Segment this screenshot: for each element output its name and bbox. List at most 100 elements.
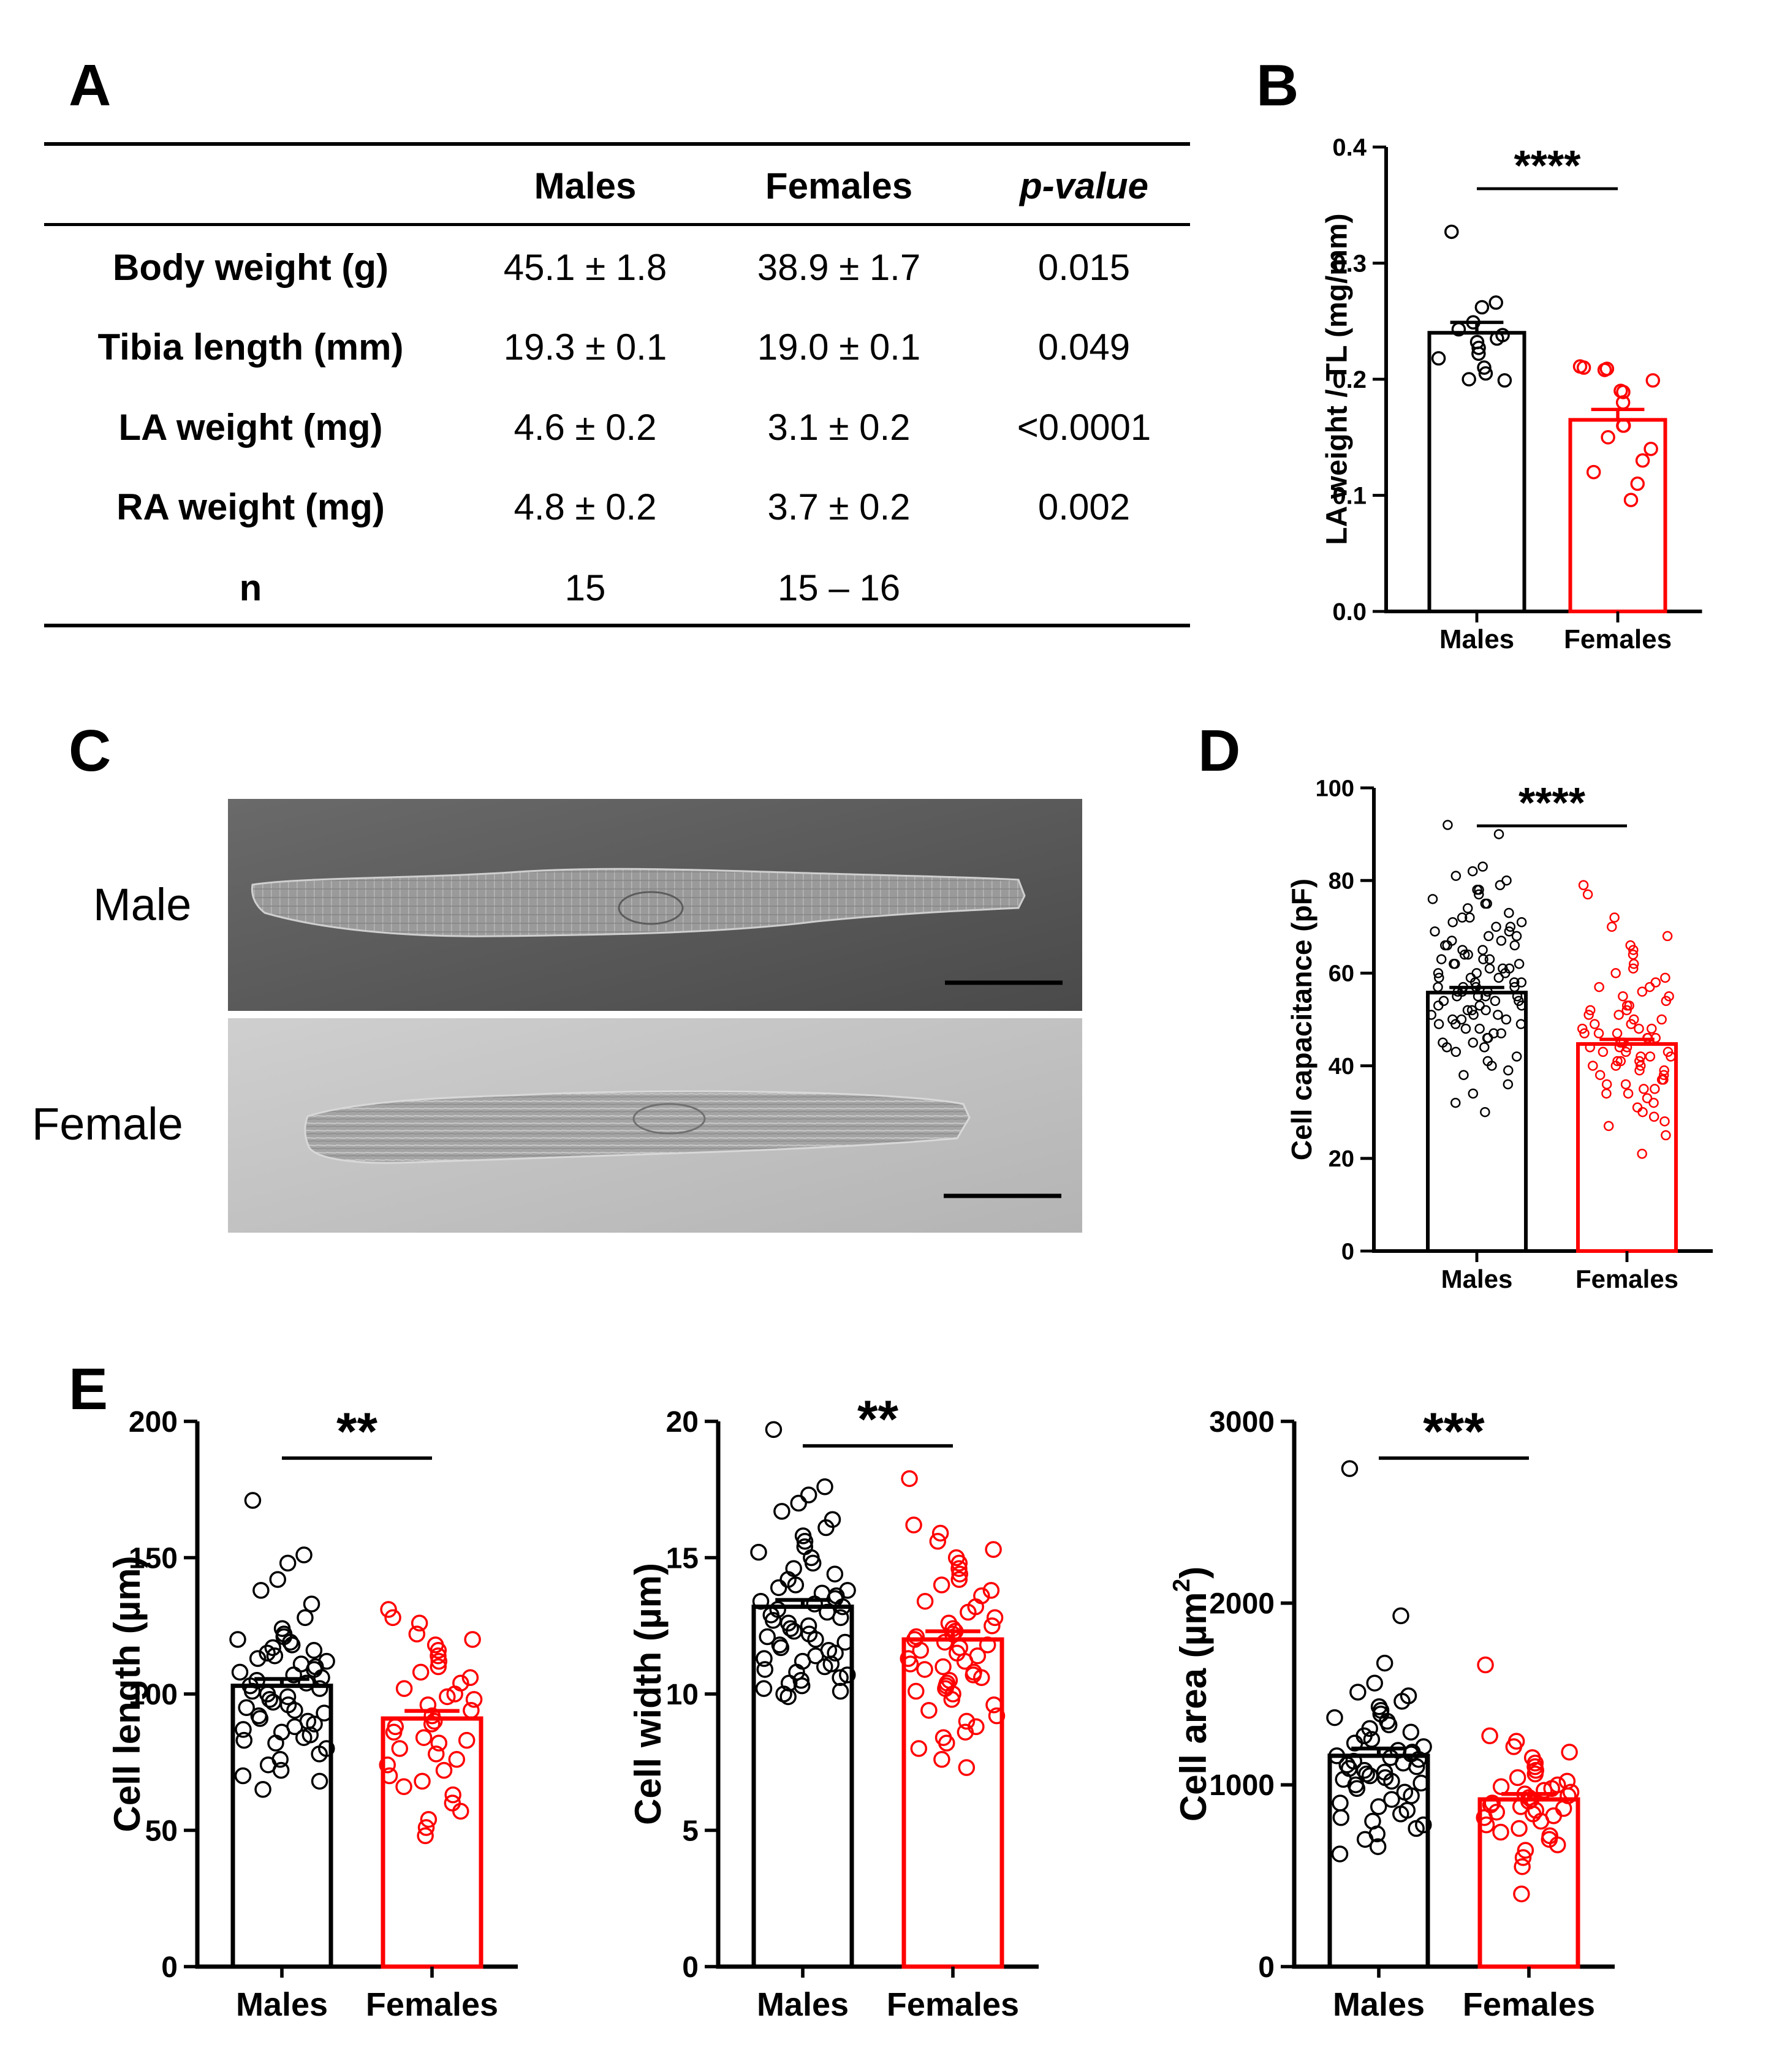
data-point-males bbox=[1452, 991, 1462, 1002]
data-point-females bbox=[452, 1802, 469, 1820]
data-point-females bbox=[1517, 1842, 1534, 1859]
data-point-females bbox=[1512, 1798, 1530, 1815]
data-point-males bbox=[1462, 372, 1476, 387]
data-point-females bbox=[984, 1617, 1001, 1635]
data-point-males bbox=[244, 1492, 262, 1509]
data-point-males bbox=[1482, 898, 1492, 909]
data-point-females bbox=[985, 1696, 1003, 1714]
data-point-females bbox=[1621, 1005, 1632, 1016]
data-point-males bbox=[1481, 1005, 1491, 1016]
data-point-males bbox=[1431, 351, 1446, 366]
data-point-males bbox=[1509, 981, 1520, 993]
data-point-males bbox=[1326, 1709, 1343, 1726]
data-point-females bbox=[1578, 880, 1589, 891]
data-point-females bbox=[933, 1576, 950, 1594]
y-tick-label: 2000 bbox=[1209, 1587, 1275, 1620]
data-point-females bbox=[1609, 912, 1620, 923]
data-point-males bbox=[1408, 1820, 1425, 1837]
data-point-males bbox=[1479, 1042, 1490, 1053]
data-point-females bbox=[1585, 1005, 1596, 1016]
x-tick-label: Males bbox=[1441, 1265, 1513, 1293]
data-point-males bbox=[1515, 1019, 1526, 1029]
data-point-males bbox=[266, 1647, 284, 1665]
data-point-females bbox=[385, 1723, 403, 1741]
data-point-females bbox=[958, 1759, 976, 1776]
data-point-females bbox=[463, 1701, 480, 1719]
data-point-females bbox=[986, 1609, 1004, 1627]
data-point-males bbox=[264, 1639, 281, 1657]
data-point-males bbox=[1331, 1845, 1349, 1862]
data-point-females bbox=[1549, 1836, 1566, 1853]
data-point-males bbox=[834, 1598, 851, 1616]
data-point-males bbox=[1450, 959, 1460, 969]
data-point-females bbox=[430, 1642, 447, 1659]
data-table: Males Females p-value Body weight (g) 45… bbox=[44, 142, 1190, 627]
panel-label-c: C bbox=[69, 718, 112, 784]
data-point-males bbox=[279, 1554, 297, 1572]
data-point-males bbox=[1516, 1000, 1527, 1011]
data-point-males bbox=[759, 1628, 776, 1646]
y-axis-label: Cell capacitance (pF) bbox=[1286, 879, 1318, 1160]
data-point-males bbox=[1509, 940, 1520, 951]
data-point-males bbox=[1366, 1674, 1383, 1692]
cell-pvalue: 0.015 bbox=[1037, 247, 1131, 288]
data-point-males bbox=[772, 1639, 790, 1657]
data-point-females bbox=[1618, 991, 1628, 1002]
data-point-males bbox=[1465, 912, 1475, 923]
y-tick-label: 0 bbox=[161, 1951, 178, 1984]
data-point-females bbox=[1620, 1079, 1631, 1090]
female-cell-nucleus bbox=[632, 1103, 706, 1135]
data-point-females bbox=[1656, 1075, 1667, 1085]
data-point-females bbox=[391, 1740, 409, 1757]
data-point-males bbox=[1503, 1065, 1514, 1076]
data-point-males bbox=[1493, 1010, 1503, 1020]
data-point-females bbox=[1590, 1019, 1600, 1029]
data-point-females bbox=[1616, 385, 1631, 399]
data-point-females bbox=[1637, 986, 1648, 997]
data-point-females bbox=[1628, 945, 1639, 955]
data-point-females bbox=[1626, 1019, 1636, 1029]
data-point-males bbox=[1456, 1014, 1467, 1025]
data-point-males bbox=[1490, 996, 1501, 1007]
data-point-females bbox=[430, 1647, 447, 1665]
data-point-females bbox=[1601, 1088, 1612, 1099]
data-point-females bbox=[1582, 889, 1593, 900]
data-point-males bbox=[1480, 991, 1491, 1002]
y-tick-label: 5 bbox=[682, 1815, 699, 1847]
bar-males bbox=[1427, 331, 1526, 613]
data-point-females bbox=[1666, 1051, 1676, 1062]
data-point-males bbox=[1511, 1051, 1522, 1062]
data-point-males bbox=[1434, 972, 1444, 983]
data-point-males bbox=[1356, 1831, 1374, 1848]
y-tick-label: 0 bbox=[1258, 1951, 1275, 1984]
data-point-females bbox=[1613, 1010, 1624, 1020]
data-point-males bbox=[1490, 331, 1504, 346]
data-point-males bbox=[765, 1421, 783, 1439]
data-point-females bbox=[1628, 963, 1639, 974]
data-point-males bbox=[1460, 1023, 1471, 1034]
data-point-females bbox=[1593, 1028, 1604, 1038]
data-point-females bbox=[1660, 972, 1670, 983]
y-tick-label: 0.3 bbox=[1332, 251, 1367, 278]
data-point-females bbox=[444, 1786, 461, 1804]
data-point-males bbox=[269, 1571, 286, 1588]
data-point-females bbox=[384, 1609, 401, 1627]
y-tick-label: 100 bbox=[1316, 776, 1354, 801]
data-point-females bbox=[1492, 1778, 1510, 1796]
cell-pvalue: <0.0001 bbox=[1017, 407, 1151, 448]
data-point-males bbox=[1402, 1723, 1420, 1741]
data-point-males bbox=[229, 1631, 246, 1648]
data-point-males bbox=[750, 1543, 767, 1561]
data-point-males bbox=[1458, 1070, 1469, 1080]
data-point-males bbox=[756, 1661, 774, 1678]
data-point-males bbox=[832, 1609, 849, 1627]
data-point-males bbox=[305, 1642, 323, 1659]
data-point-males bbox=[1511, 931, 1522, 942]
y-axis-label: Cell length (µm) bbox=[107, 1556, 148, 1832]
male-cell-image bbox=[228, 799, 1082, 1011]
data-point-females bbox=[1536, 1782, 1553, 1799]
data-point-females bbox=[943, 1691, 960, 1708]
data-point-males bbox=[303, 1595, 320, 1613]
data-point-males bbox=[1471, 341, 1486, 355]
y-tick-label: 0.4 bbox=[1332, 134, 1367, 161]
